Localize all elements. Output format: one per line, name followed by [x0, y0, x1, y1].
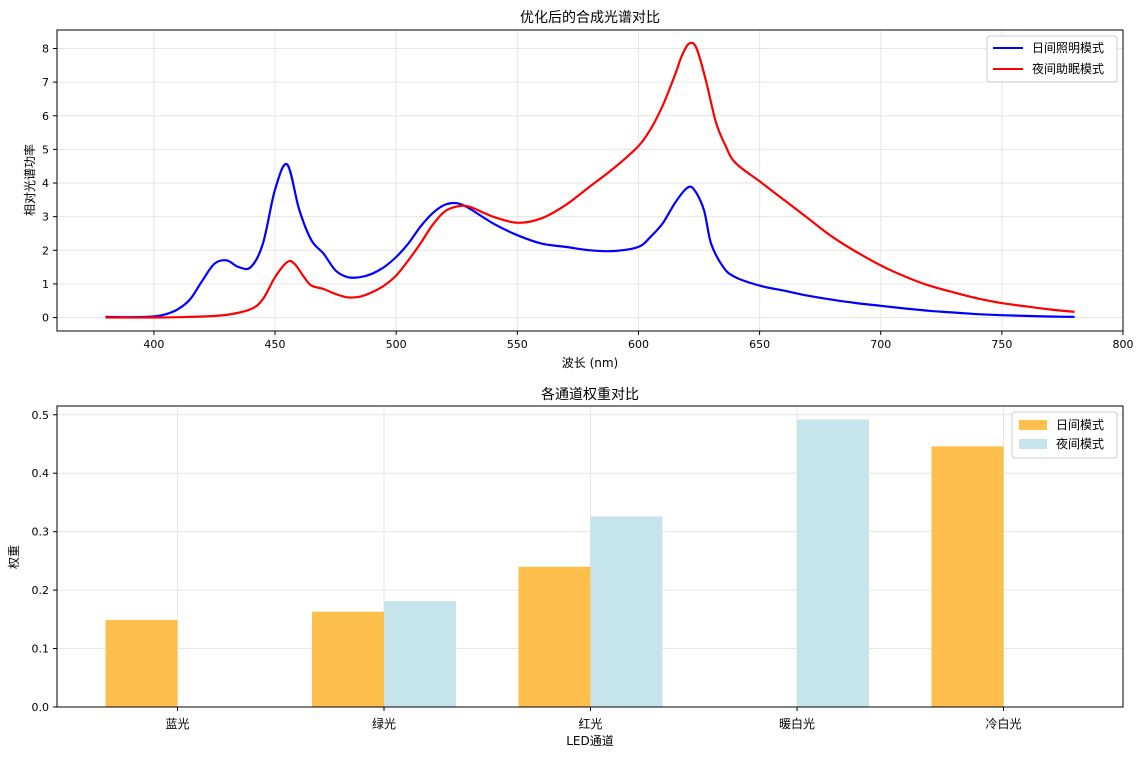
- bar-y-tick-label: 0.5: [32, 409, 50, 422]
- line-x-tick-label: 600: [628, 338, 649, 351]
- line-legend-day-label: 日间照明模式: [1032, 41, 1104, 55]
- bar-chart-title: 各通道权重对比: [541, 387, 639, 403]
- bar-category-label: 蓝光: [165, 717, 189, 731]
- line-y-tick-label: 4: [42, 177, 49, 190]
- line-x-tick-label: 450: [265, 338, 286, 351]
- bar-y-tick-label: 0.4: [32, 467, 50, 480]
- night-mode-weight-bar: [384, 601, 456, 707]
- day-mode-spectrum-line: [105, 162, 1075, 319]
- line-legend-night-label: 夜间助眠模式: [1032, 61, 1104, 76]
- line-y-tick-label: 7: [42, 76, 49, 89]
- line-y-tick-label: 0: [42, 312, 49, 325]
- line-y-tick-label: 6: [42, 110, 49, 123]
- bar-chart-x-label: LED通道: [566, 734, 614, 748]
- night-mode-weight-bar: [590, 516, 663, 707]
- line-chart-y-label: 相对光谱功率: [22, 144, 37, 216]
- weight-bar-chart: 各通道权重对比 蓝光 绿光 红光 暖白光 冷白光 0.00.10.20.30.40.5 …: [7, 387, 1124, 748]
- bar-chart-y-ticks: 0.0 0.1 0.2 0.3 0.4 0.5: [32, 409, 57, 714]
- line-y-tick-label: 5: [42, 143, 49, 156]
- bar-legend-night-swatch: [1019, 439, 1047, 449]
- line-x-tick-label: 500: [386, 338, 407, 351]
- line-chart-legend: 日间照明模式 夜间助眠模式: [986, 35, 1118, 83]
- bar-chart-bars: [105, 419, 1004, 707]
- line-chart-x-ticks: 400 450 500 550 600 650 700 750 800: [143, 331, 1134, 351]
- day-mode-weight-bar: [312, 611, 384, 707]
- night-mode-spectrum-line: [105, 41, 1075, 319]
- line-x-tick-label: 700: [870, 338, 891, 351]
- bar-chart-y-label: 权重: [7, 545, 21, 569]
- day-mode-weight-bar: [518, 566, 591, 707]
- bar-category-label: 暖白光: [779, 716, 815, 731]
- bar-chart-legend: 日间模式 夜间模式: [1011, 411, 1118, 459]
- line-y-tick-label: 3: [42, 211, 49, 224]
- line-y-tick-label: 8: [42, 42, 49, 55]
- night-mode-weight-bar: [797, 419, 869, 707]
- line-y-tick-label: 2: [42, 244, 49, 257]
- bar-category-label: 红光: [578, 716, 602, 731]
- bar-legend-day-swatch: [1019, 420, 1047, 430]
- spectrum-line-chart: 优化后的合成光谱对比 400 450 500 550 600 650 700 750 800 0…: [22, 10, 1134, 370]
- line-x-tick-label: 800: [1113, 338, 1134, 351]
- line-x-tick-label: 650: [749, 338, 770, 351]
- day-mode-weight-bar: [105, 619, 178, 707]
- bar-category-label: 冷白光: [985, 716, 1021, 731]
- bar-category-label: 绿光: [372, 716, 396, 731]
- day-mode-weight-bar: [931, 446, 1004, 707]
- bar-chart-x-ticks: 蓝光 绿光 红光 暖白光 冷白光: [165, 707, 1022, 731]
- line-chart-y-ticks: 0 1 2 3 4 5 6 7 8: [42, 42, 57, 325]
- line-y-tick-label: 1: [42, 278, 49, 291]
- line-chart-series: [105, 41, 1075, 319]
- line-x-tick-label: 550: [507, 338, 528, 351]
- bar-y-tick-label: 0.0: [32, 701, 50, 714]
- line-chart-x-label: 波长 (nm): [562, 356, 618, 370]
- line-x-tick-label: 400: [143, 338, 164, 351]
- bar-y-tick-label: 0.3: [32, 526, 50, 539]
- bar-y-tick-label: 0.2: [32, 584, 50, 597]
- line-x-tick-label: 750: [991, 338, 1012, 351]
- bar-legend-day-label: 日间模式: [1056, 418, 1104, 432]
- line-chart-title: 优化后的合成光谱对比: [520, 10, 660, 26]
- bar-legend-night-label: 夜间模式: [1056, 436, 1104, 451]
- line-chart-frame: [56, 29, 1124, 332]
- bar-y-tick-label: 0.1: [32, 643, 50, 656]
